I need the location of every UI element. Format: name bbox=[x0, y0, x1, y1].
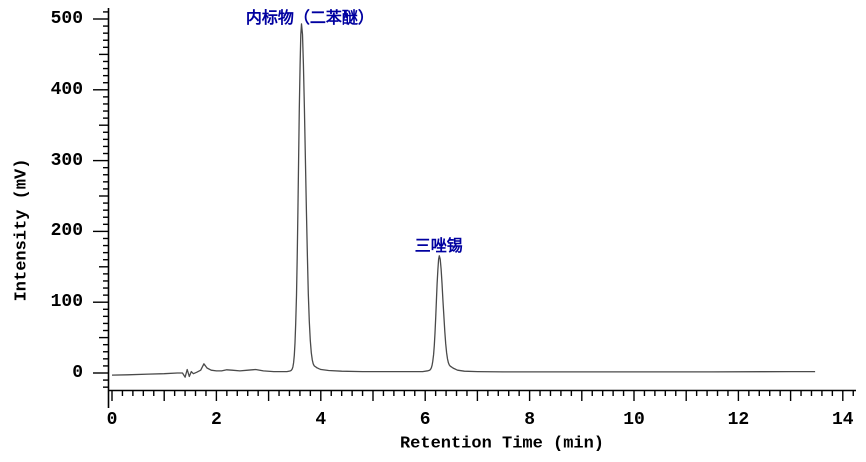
y-axis-title: Intensity (mV) bbox=[12, 158, 32, 302]
y-tick-label-500: 500 bbox=[50, 9, 83, 29]
peak-label-internal-standard: 内标物（二苯醚） bbox=[245, 10, 374, 28]
y-tick-label-100: 100 bbox=[50, 292, 83, 313]
x-tick-label-0: 0 bbox=[106, 410, 118, 430]
x-tick-label-8: 8 bbox=[524, 410, 535, 430]
x-tick-label-4: 4 bbox=[315, 410, 327, 430]
peak-label-azocyclotin: 三唑锡 bbox=[414, 238, 463, 256]
x-tick-label-14: 14 bbox=[831, 410, 854, 430]
y-tick-label-0: 0 bbox=[72, 363, 83, 383]
x-tick-label-2: 2 bbox=[210, 410, 222, 430]
x-tick-label-10: 10 bbox=[623, 410, 645, 430]
x-tick-label-12: 12 bbox=[727, 410, 750, 430]
chromatogram-trace bbox=[111, 23, 816, 378]
x-axis-title: Retention Time (min) bbox=[399, 434, 605, 454]
y-tick-label-400: 400 bbox=[50, 79, 83, 100]
y-tick-label-300: 300 bbox=[50, 150, 83, 171]
x-tick-label-6: 6 bbox=[419, 410, 431, 430]
y-tick-label-200: 200 bbox=[50, 221, 83, 242]
